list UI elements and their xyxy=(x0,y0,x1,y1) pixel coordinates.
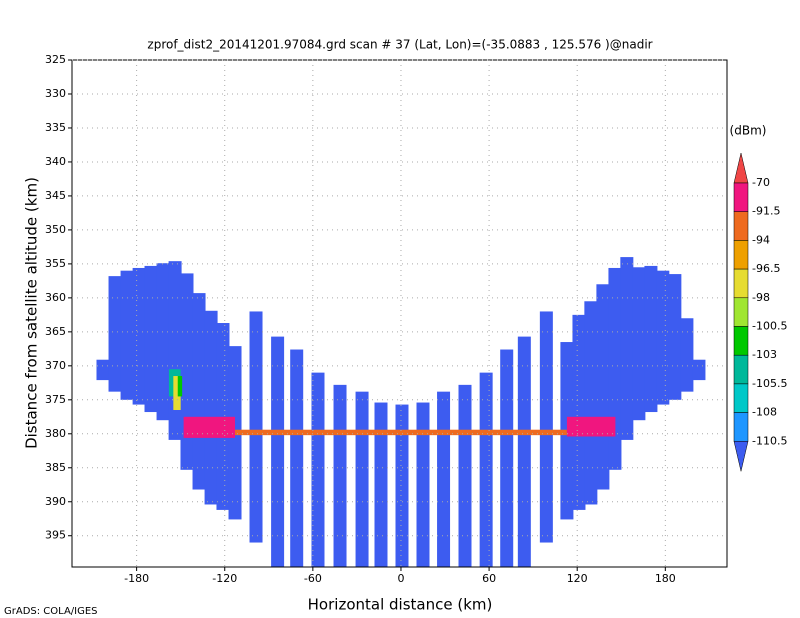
colorbar-segment xyxy=(733,268,749,299)
beam xyxy=(144,265,158,413)
y-tick-label: 350 xyxy=(45,223,66,236)
beam xyxy=(395,404,409,567)
colorbar-label: -96.5 xyxy=(752,262,780,275)
colorbar-label: -70 xyxy=(752,176,770,189)
echo-feature xyxy=(235,429,567,436)
y-tick-label: 395 xyxy=(45,529,66,542)
plot-area xyxy=(96,257,706,567)
footer: GrADS: COLA/IGES xyxy=(4,606,98,617)
beam xyxy=(132,267,146,405)
beam xyxy=(108,276,122,392)
beam xyxy=(656,270,670,405)
beam xyxy=(96,359,110,381)
y-tick-label: 325 xyxy=(45,53,66,66)
y-tick-label: 385 xyxy=(45,461,66,474)
colorbar-label: -108 xyxy=(752,406,777,419)
beam xyxy=(355,391,369,567)
beam xyxy=(249,311,263,543)
colorbar-segment xyxy=(733,152,749,184)
beam xyxy=(692,359,706,381)
echo-feature xyxy=(566,416,616,437)
y-tick-label: 375 xyxy=(45,393,66,406)
beam xyxy=(584,301,598,505)
colorbar-label: -110.5 xyxy=(752,434,787,447)
beam xyxy=(416,402,430,567)
beam xyxy=(192,293,206,490)
colorbar-segment xyxy=(733,326,749,356)
colorbar-label: -91.5 xyxy=(752,205,780,218)
colorbar-segment xyxy=(733,211,749,241)
y-tick-label: 335 xyxy=(45,121,66,134)
y-tick-label: 345 xyxy=(45,189,66,202)
beam xyxy=(572,314,586,510)
plot-frame xyxy=(71,59,728,568)
x-tick-label: 0 xyxy=(397,572,404,585)
y-tick-label: 365 xyxy=(45,325,66,338)
colorbar-segment xyxy=(733,383,749,413)
beam xyxy=(479,372,493,567)
beam xyxy=(333,384,347,567)
colorbar-unit: (dBm) xyxy=(730,124,767,138)
x-tick-label: -60 xyxy=(304,572,322,585)
y-tick-label: 360 xyxy=(45,291,66,304)
y-tick-label: 390 xyxy=(45,495,66,508)
y-tick-label: 370 xyxy=(45,359,66,372)
echo-feature xyxy=(177,376,183,397)
x-axis-label: Horizontal distance (km) xyxy=(308,596,493,614)
beam xyxy=(500,349,514,567)
beam xyxy=(216,323,230,510)
beam xyxy=(180,273,194,470)
beam xyxy=(120,270,134,400)
colorbar-segment xyxy=(733,297,749,327)
beam xyxy=(311,372,325,567)
x-tick-label: -120 xyxy=(212,572,237,585)
colorbar-segment xyxy=(733,412,749,442)
colorbar-label: -98 xyxy=(752,291,770,304)
beam xyxy=(596,284,610,490)
y-tick-label: 340 xyxy=(45,155,66,168)
colorbar-segment xyxy=(733,240,749,270)
colorbar-label: -94 xyxy=(752,233,770,246)
beam xyxy=(204,310,218,505)
beam xyxy=(608,267,622,470)
echo-feature xyxy=(173,376,181,411)
colorbar-label: -103 xyxy=(752,348,777,361)
y-tick-label: 355 xyxy=(45,257,66,270)
beam xyxy=(632,267,646,421)
beam xyxy=(458,384,472,567)
beam xyxy=(668,274,682,400)
beam xyxy=(680,318,694,392)
beam xyxy=(168,261,182,440)
x-tick-label: 120 xyxy=(567,572,588,585)
beam xyxy=(271,336,285,567)
beam xyxy=(374,402,388,567)
echo-feature xyxy=(183,416,236,438)
beam xyxy=(517,336,531,567)
y-tick-label: 330 xyxy=(45,87,66,100)
beam xyxy=(620,257,634,440)
beam xyxy=(644,265,658,413)
chart-title: zprof_dist2_20141201.97084.grd scan # 37… xyxy=(147,38,652,52)
beam xyxy=(539,311,553,543)
beam xyxy=(156,263,170,421)
colorbar-label: -105.5 xyxy=(752,377,787,390)
beam xyxy=(290,349,304,567)
colorbar-segment xyxy=(733,441,749,472)
y-axis-label: Distance from satellite altitude (km) xyxy=(23,177,41,449)
colorbar-segment xyxy=(733,182,749,212)
colorbar-segment xyxy=(733,354,749,385)
x-tick-label: -180 xyxy=(124,572,149,585)
y-tick-label: 380 xyxy=(45,427,66,440)
x-tick-label: 180 xyxy=(655,572,676,585)
x-tick-label: 60 xyxy=(482,572,496,585)
colorbar-label: -100.5 xyxy=(752,320,787,333)
beam xyxy=(437,391,451,567)
